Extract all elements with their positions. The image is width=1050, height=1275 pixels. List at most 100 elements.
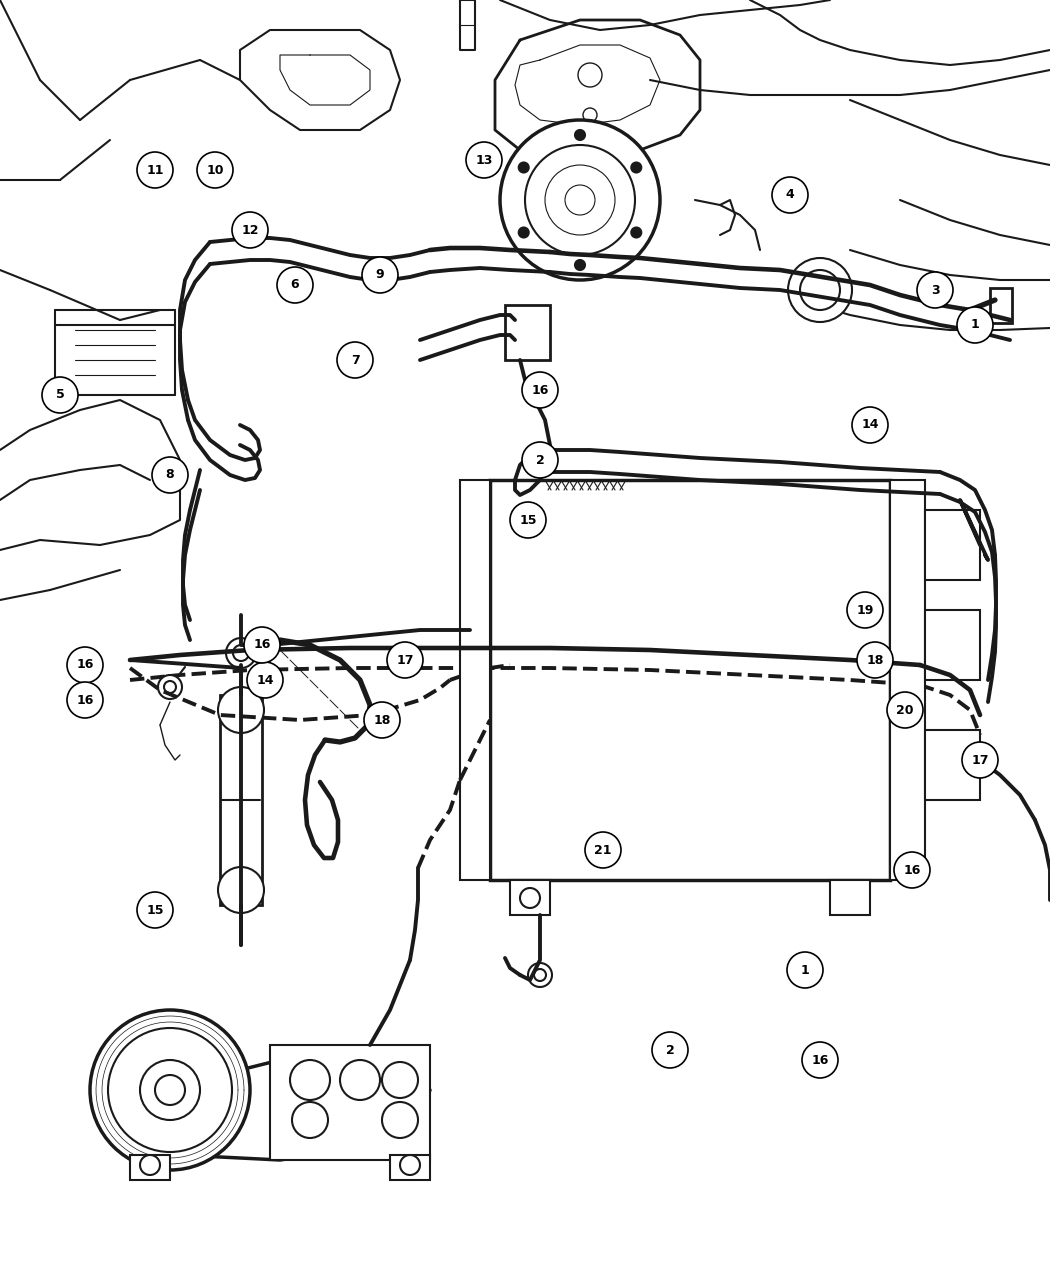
Text: 21: 21: [594, 844, 612, 857]
Text: 1: 1: [800, 964, 810, 977]
Circle shape: [772, 177, 808, 213]
Circle shape: [500, 120, 660, 280]
Circle shape: [140, 1060, 200, 1119]
Bar: [830, 880, 870, 915]
Circle shape: [585, 833, 621, 868]
Text: 2: 2: [536, 454, 544, 467]
Circle shape: [152, 456, 188, 493]
Circle shape: [158, 674, 182, 699]
Bar: [990, 288, 1012, 323]
Circle shape: [340, 1060, 380, 1100]
Circle shape: [337, 342, 373, 377]
Text: 17: 17: [971, 754, 989, 766]
Text: 16: 16: [531, 384, 549, 397]
Bar: [505, 305, 550, 360]
Bar: [220, 695, 262, 905]
Circle shape: [788, 952, 823, 988]
Circle shape: [400, 1155, 420, 1176]
Circle shape: [382, 1062, 418, 1098]
Circle shape: [852, 407, 888, 442]
Circle shape: [364, 703, 400, 738]
Text: 1: 1: [970, 319, 980, 332]
Bar: [460, 479, 490, 880]
Circle shape: [67, 682, 103, 718]
Circle shape: [218, 687, 264, 733]
Bar: [270, 1046, 430, 1160]
Circle shape: [140, 1155, 160, 1176]
Text: 9: 9: [376, 269, 384, 282]
Circle shape: [578, 62, 602, 87]
Circle shape: [155, 1075, 185, 1105]
Text: 16: 16: [77, 694, 93, 706]
Circle shape: [67, 646, 103, 683]
Text: 16: 16: [903, 863, 921, 876]
Circle shape: [894, 852, 930, 887]
Text: 15: 15: [520, 514, 537, 527]
Text: 13: 13: [476, 153, 492, 167]
Circle shape: [290, 1060, 330, 1100]
Text: 19: 19: [857, 603, 874, 617]
Circle shape: [226, 638, 256, 668]
Circle shape: [466, 142, 502, 179]
Bar: [130, 1155, 170, 1179]
Circle shape: [136, 152, 173, 187]
Circle shape: [545, 164, 615, 235]
Circle shape: [575, 130, 585, 140]
Circle shape: [565, 185, 595, 215]
Circle shape: [583, 108, 597, 122]
Text: 12: 12: [242, 223, 258, 236]
Circle shape: [362, 258, 398, 293]
Bar: [925, 510, 980, 580]
Circle shape: [957, 307, 993, 343]
Text: 5: 5: [56, 389, 64, 402]
Circle shape: [277, 266, 313, 303]
Circle shape: [108, 1028, 232, 1153]
Circle shape: [575, 260, 585, 270]
Circle shape: [800, 270, 840, 310]
Circle shape: [244, 627, 280, 663]
Circle shape: [218, 867, 264, 913]
Circle shape: [631, 162, 642, 172]
Circle shape: [528, 963, 552, 987]
Circle shape: [519, 162, 529, 172]
Bar: [390, 1155, 430, 1179]
Circle shape: [136, 892, 173, 928]
Text: 16: 16: [812, 1053, 828, 1066]
Text: 16: 16: [253, 639, 271, 652]
Circle shape: [917, 272, 953, 309]
Circle shape: [788, 258, 852, 323]
Circle shape: [519, 227, 529, 237]
Text: 18: 18: [374, 714, 391, 727]
Circle shape: [887, 692, 923, 728]
Circle shape: [197, 152, 233, 187]
Text: 20: 20: [897, 704, 914, 717]
Circle shape: [962, 742, 998, 778]
Text: 6: 6: [291, 278, 299, 292]
Circle shape: [164, 681, 176, 694]
Text: 14: 14: [256, 673, 274, 686]
Circle shape: [232, 212, 268, 249]
Bar: [925, 609, 980, 680]
Text: 4: 4: [785, 189, 795, 201]
Circle shape: [968, 745, 992, 769]
Circle shape: [534, 969, 546, 980]
Circle shape: [522, 442, 558, 478]
Circle shape: [847, 592, 883, 629]
Circle shape: [522, 372, 558, 408]
Circle shape: [387, 643, 423, 678]
Circle shape: [292, 1102, 328, 1139]
Circle shape: [233, 645, 249, 660]
Text: 8: 8: [166, 468, 174, 482]
Circle shape: [631, 227, 642, 237]
Circle shape: [857, 643, 892, 678]
Circle shape: [90, 1010, 250, 1170]
Text: 2: 2: [666, 1043, 674, 1057]
Text: 15: 15: [146, 904, 164, 917]
Circle shape: [802, 1042, 838, 1077]
Circle shape: [247, 662, 284, 697]
Text: 14: 14: [861, 418, 879, 431]
Text: 10: 10: [206, 163, 224, 176]
Circle shape: [510, 502, 546, 538]
Circle shape: [520, 887, 540, 908]
Bar: [490, 479, 890, 880]
